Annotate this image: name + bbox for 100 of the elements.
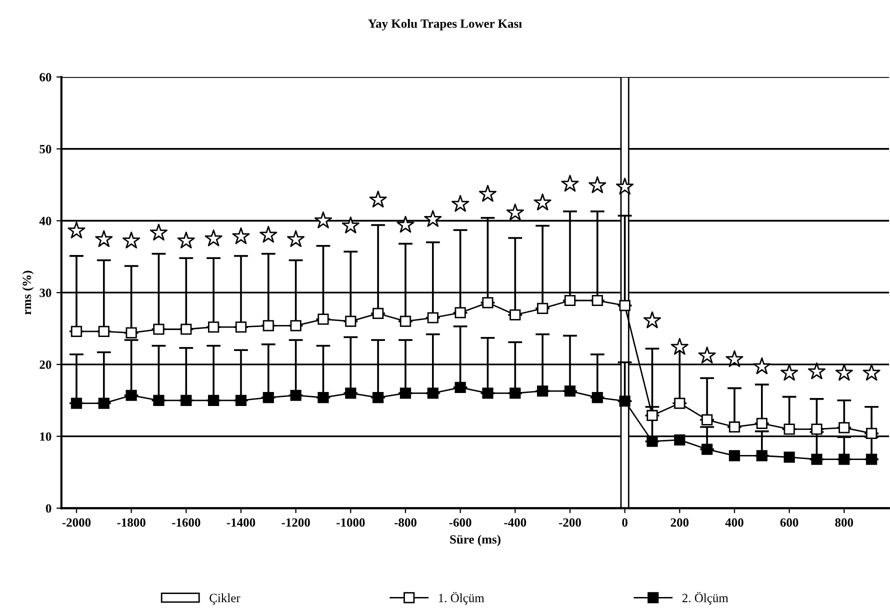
point	[290, 320, 302, 332]
x-tick-label: 600	[780, 518, 798, 527]
point	[866, 428, 878, 440]
x-tick-label: 200	[670, 518, 689, 527]
point	[698, 346, 716, 364]
x-tick-label: -400	[504, 518, 526, 527]
point	[561, 174, 579, 192]
point	[153, 394, 164, 406]
point	[702, 444, 713, 455]
point	[838, 454, 850, 465]
point	[811, 424, 822, 435]
point	[780, 364, 798, 381]
y-tick-label: 0	[46, 504, 52, 513]
point	[756, 418, 768, 429]
point	[534, 194, 552, 210]
point	[564, 294, 576, 306]
x-tick-label: -2000	[62, 518, 91, 527]
point	[396, 216, 414, 233]
point	[510, 388, 521, 399]
y-tick-label: 60	[40, 73, 52, 82]
point	[180, 394, 192, 406]
point	[126, 327, 137, 338]
legend-label: Çikler	[210, 593, 240, 605]
point	[588, 176, 606, 194]
x-tick-label: 800	[835, 518, 854, 527]
point	[838, 422, 850, 434]
point	[643, 311, 662, 328]
point	[122, 232, 140, 248]
point	[728, 450, 740, 462]
y-tick-label: 40	[39, 216, 52, 226]
point	[208, 322, 220, 333]
point	[369, 190, 387, 208]
point	[537, 386, 548, 397]
point	[756, 450, 768, 462]
y-tick-label: 20	[40, 360, 52, 369]
point	[427, 388, 438, 399]
point	[260, 226, 278, 243]
point	[126, 390, 137, 401]
point	[427, 312, 438, 324]
point	[235, 394, 247, 406]
x-tick-label: 400	[725, 518, 744, 527]
point	[862, 364, 880, 381]
y-tick-label: 10	[40, 432, 52, 441]
point	[592, 294, 603, 306]
point	[262, 392, 274, 404]
x-axis-title: Süre (ms)	[450, 534, 500, 546]
point	[342, 216, 360, 234]
point	[510, 309, 521, 320]
point	[674, 398, 686, 409]
point	[153, 324, 164, 335]
point	[670, 338, 688, 355]
point	[290, 390, 302, 401]
point	[70, 326, 82, 337]
point	[454, 307, 466, 318]
legend-label: 2. Ölçüm	[682, 592, 728, 605]
point	[619, 396, 630, 407]
point	[646, 436, 658, 447]
x-tick-label: -1600	[172, 518, 200, 527]
point	[235, 322, 247, 333]
point	[68, 222, 86, 238]
point	[232, 227, 250, 244]
point	[98, 326, 110, 337]
point	[726, 350, 744, 368]
y-tick-label: 30	[40, 288, 52, 298]
point	[372, 392, 384, 404]
point	[478, 184, 497, 202]
point	[728, 421, 740, 433]
point	[424, 210, 442, 227]
x-tick-label: -1200	[282, 518, 310, 527]
point	[619, 300, 630, 312]
point	[400, 388, 412, 399]
point	[616, 178, 634, 195]
point	[784, 452, 795, 463]
point	[262, 320, 274, 332]
point	[646, 410, 658, 422]
x-tick-label: -600	[449, 518, 472, 527]
point	[208, 394, 220, 406]
point	[753, 357, 771, 374]
point	[400, 316, 412, 327]
point	[314, 212, 332, 228]
point	[808, 362, 826, 380]
legend-label: 1. Ölçüm	[438, 592, 484, 605]
point	[866, 454, 878, 465]
point	[177, 232, 195, 248]
point	[345, 316, 356, 327]
point	[506, 204, 524, 220]
y-axis-title: rms (%)	[22, 270, 34, 315]
x-tick-label: -200	[558, 518, 581, 527]
point	[537, 302, 548, 314]
point	[150, 224, 168, 241]
point	[811, 454, 822, 465]
point	[702, 414, 713, 426]
point	[98, 398, 110, 409]
x-tick-label: 0	[622, 518, 628, 527]
point	[287, 230, 305, 247]
point	[70, 398, 82, 409]
x-tick-label: -1400	[226, 518, 256, 527]
y-tick-label: 50	[40, 144, 52, 154]
point	[372, 308, 384, 319]
point	[452, 195, 470, 212]
